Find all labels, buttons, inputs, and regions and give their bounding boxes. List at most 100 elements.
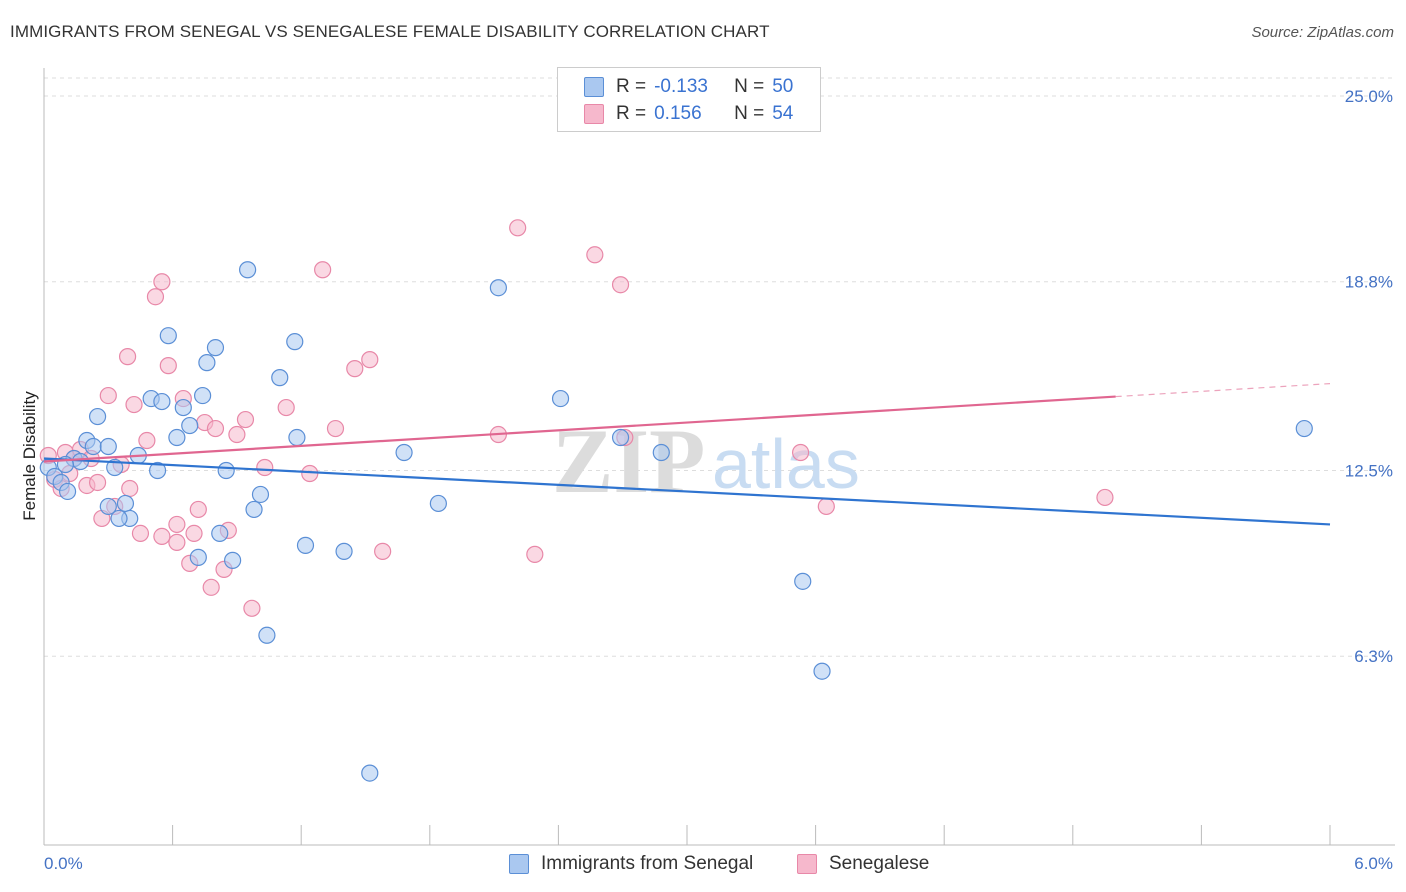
senegal-point [99, 497, 117, 516]
senegalese-point [121, 479, 139, 498]
legend-r-value: 0.156 [654, 103, 702, 124]
trend-line-senegalese-extension [1115, 383, 1331, 398]
senegalese-point [159, 357, 177, 375]
x-tick-labels: 0.0% 6.0% [44, 854, 1393, 873]
senegal-point [84, 437, 102, 456]
senegalese-point [374, 542, 392, 560]
senegal-point [58, 482, 77, 501]
bottom-legend-senegalese: Senegalese [797, 852, 929, 876]
senegal-point [159, 327, 177, 345]
y-axis-title: Female Disability [20, 391, 39, 521]
senegal-point [106, 458, 124, 477]
senegal-point [489, 279, 507, 297]
legend-n-label: N = [734, 76, 765, 97]
grid-lines [44, 77, 1395, 657]
senegal-point [239, 261, 257, 279]
trend-line-senegalese [43, 395, 1116, 463]
senegal-point [1295, 419, 1313, 438]
y-tick-label: 18.8% [1345, 273, 1393, 292]
senegalese-point [168, 515, 186, 534]
senegal-point [110, 509, 128, 528]
senegalese-point [138, 431, 156, 450]
senegal-point [88, 407, 107, 426]
senegalese-point [346, 360, 364, 378]
senegalese-point [326, 419, 345, 438]
senegal-point [429, 494, 447, 513]
legend-r-label: R = [616, 103, 647, 124]
senegal-point [116, 494, 135, 513]
senegalese-point [125, 395, 143, 414]
senegal-point [271, 369, 289, 387]
watermark-atlas: atlas [712, 425, 860, 503]
senegal-point [335, 542, 353, 560]
senegalese-point [153, 527, 171, 546]
senegalese-point [611, 276, 630, 294]
bottom-legend-label: Senegalese [829, 853, 930, 874]
senegalese-point [206, 419, 225, 438]
senegal-point [395, 443, 413, 462]
senegal-point [148, 461, 167, 480]
legend-row-senegalese: R = 0.156 N = 54 [584, 101, 793, 127]
senegal-point [198, 354, 216, 372]
senegalese-point [256, 458, 274, 477]
bottom-legend-swatch-pink [797, 854, 817, 874]
bottom-legend-swatch-blue [509, 854, 529, 874]
senegalese-point [153, 273, 171, 291]
legend-n-value: 54 [772, 103, 794, 124]
senegal-point [258, 626, 276, 644]
series-senegal-points [39, 261, 1313, 782]
senegal-point [288, 428, 306, 447]
senegal-point [153, 392, 171, 411]
x-tick-label: 0.0% [44, 854, 83, 873]
senegal-point [174, 398, 192, 417]
senegalese-point [185, 524, 203, 543]
senegalese-point [277, 398, 295, 417]
senegal-point [99, 437, 117, 456]
senegalese-point [99, 386, 117, 405]
senegalese-point [88, 473, 107, 492]
senegalese-point [118, 348, 137, 366]
trend-lines [43, 383, 1331, 526]
senegal-point [813, 662, 831, 680]
senegalese-point [361, 351, 379, 369]
y-tick-labels: 6.3% 12.5% 18.8% 25.0% [1345, 87, 1393, 666]
y-tick-label: 25.0% [1345, 87, 1393, 106]
y-tick-label: 6.3% [1354, 647, 1393, 666]
bottom-legend-label: Immigrants from Senegal [541, 853, 754, 874]
senegal-point [217, 461, 235, 480]
senegal-point [211, 524, 229, 543]
senegal-point [296, 536, 315, 554]
senegal-point [251, 485, 270, 504]
senegalese-point [243, 599, 261, 617]
senegalese-point [189, 500, 207, 519]
senegalese-point [526, 545, 544, 563]
legend-row-senegal: R = -0.133 N = 50 [584, 74, 793, 100]
senegalese-point [131, 524, 150, 543]
senegal-point [361, 764, 379, 782]
senegalese-point [202, 578, 220, 596]
senegal-point [194, 386, 212, 405]
senegal-point [206, 339, 225, 357]
senegal-point [168, 428, 186, 447]
senegalese-point [586, 246, 604, 264]
chart-source: Source: ZipAtlas.com [1251, 24, 1394, 41]
legend-r-value: -0.133 [654, 76, 708, 97]
chart-title: IMMIGRANTS FROM SENEGAL VS SENEGALESE FE… [10, 22, 770, 41]
correlation-legend: R = -0.133 N = 50 R = 0.156 N = 54 [557, 67, 821, 132]
legend-n-value: 50 [772, 76, 794, 97]
senegal-point [551, 389, 570, 408]
bottom-legend-senegal: Immigrants from Senegal [509, 852, 753, 876]
legend-r-label: R = [616, 76, 647, 97]
trend-line-senegal [43, 457, 1331, 526]
senegal-point [286, 333, 304, 351]
senegalese-point [228, 425, 246, 444]
senegalese-point [314, 261, 332, 279]
senegal-point [652, 443, 670, 462]
senegalese-point [509, 219, 527, 237]
watermark: ZIP atlas [552, 410, 860, 512]
senegal-point [224, 551, 242, 569]
legend-n-label: N = [734, 103, 765, 124]
senegal-point [245, 500, 263, 519]
senegal-point [794, 572, 812, 590]
senegalese-point [791, 443, 810, 462]
